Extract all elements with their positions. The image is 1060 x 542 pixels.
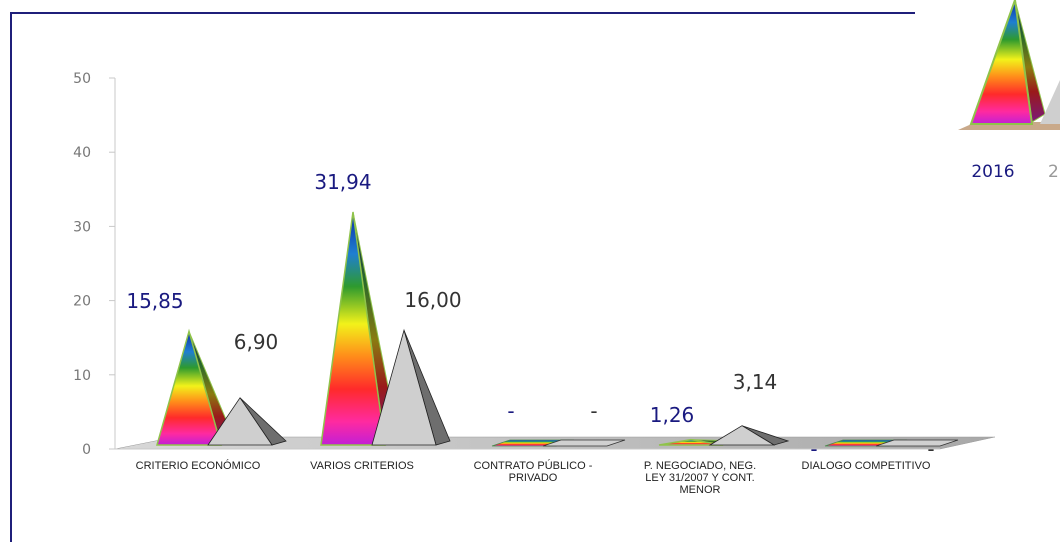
x-tick-label: P. NEGOCIADO, NEG. LEY 31/2007 Y CONT. MEN… [644, 460, 756, 496]
legend-label-2016: 2016 [971, 162, 1014, 182]
legend-key-series-2 [1040, 80, 1060, 124]
data-label: 16,00 [404, 288, 461, 312]
pyramid-bar [708, 425, 790, 446]
y-tick-label: 40 [73, 145, 91, 161]
legend: 2016 2 [958, 0, 1060, 182]
pyramid-front-face [371, 328, 437, 446]
x-axis-category-labels: CRITERIO ECONÓMICO VARIOS CRITERIOS CONTRA… [136, 459, 931, 496]
data-label: - [810, 437, 817, 461]
y-tick-label: 10 [73, 368, 91, 384]
y-tick-label: 20 [73, 294, 91, 310]
data-label: - [507, 399, 514, 423]
data-label: - [927, 437, 934, 461]
pyramid-front-face [708, 425, 776, 446]
pyramid-front-face [658, 438, 724, 446]
data-label: 15,85 [126, 289, 183, 313]
legend-label-series-2: 2 [1048, 162, 1059, 182]
legend-key-front [1040, 80, 1060, 124]
legend-key-2016 [969, 0, 1046, 125]
value-labels: 15,85 6,90 31,94 16,00 - - 1,26 3,14 - - [126, 170, 934, 461]
data-label: - [590, 399, 597, 423]
pyramid-bar [875, 439, 959, 447]
x-tick-label: CRITERIO ECONÓMICO [136, 459, 261, 472]
pyramid-face [875, 439, 959, 447]
legend-key-front [969, 0, 1034, 125]
data-series-group [156, 211, 959, 447]
chart-frame [10, 12, 915, 542]
pyramid-bar [320, 211, 400, 446]
y-axis: 0 10 20 30 40 50 [73, 71, 116, 458]
data-label: 31,94 [314, 170, 371, 194]
x-tick-label: VARIOS CRITERIOS [310, 460, 414, 472]
y-tick-label: 50 [73, 71, 91, 87]
pyramid-bar [371, 328, 451, 446]
y-tick-label: 0 [82, 442, 91, 458]
pyramid-bar [542, 439, 626, 447]
y-tick-label: 30 [73, 219, 91, 235]
x-tick-label: DIALOGO COMPETITIVO [802, 460, 931, 472]
pyramid-bar [207, 397, 287, 446]
data-label: 6,90 [234, 330, 279, 354]
pyramid-front-face [156, 328, 222, 446]
pyramid-front-face [320, 211, 386, 446]
x-tick-label: CONTRATO PÚBLICO -PRIVADO [474, 459, 593, 484]
pyramid-face [542, 439, 626, 447]
data-label: 1,26 [650, 403, 695, 427]
pyramid-front-face [207, 397, 273, 446]
data-label: 3,14 [733, 370, 778, 394]
